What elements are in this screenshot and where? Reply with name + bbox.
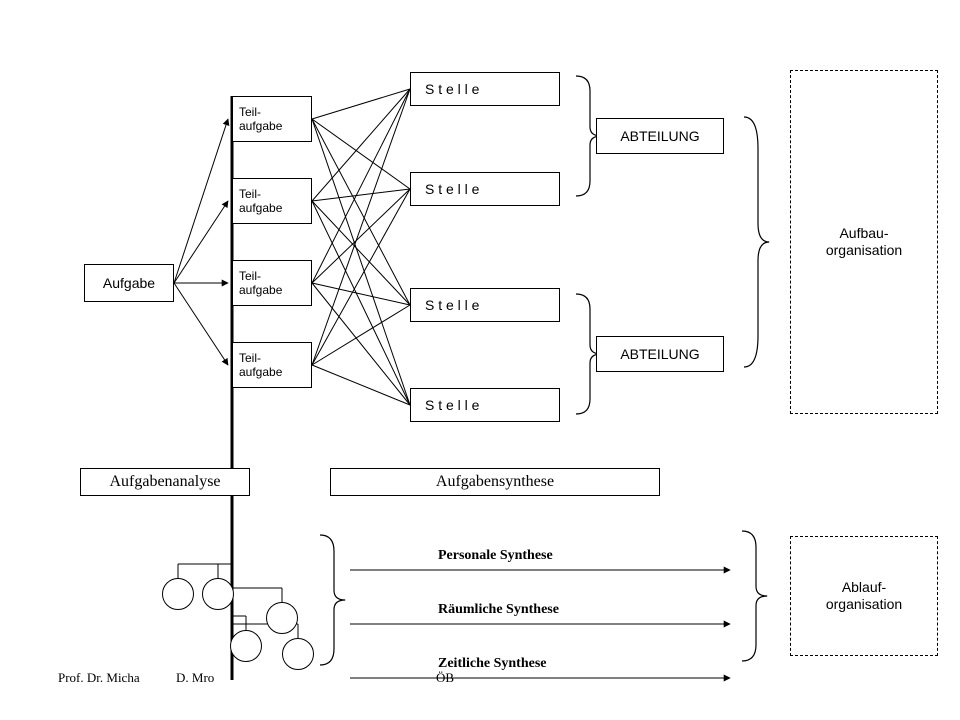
- stelle-box: S t e l l e: [410, 72, 560, 106]
- footer-left2: D. Mro: [176, 670, 214, 686]
- stelle-box: S t e l l e: [410, 288, 560, 322]
- aufbau-label: Aufbau- organisation: [826, 225, 902, 259]
- ablauf-label: Ablauf- organisation: [826, 579, 902, 613]
- circle-node: [202, 578, 234, 610]
- circle-node: [266, 602, 298, 634]
- stelle-box: S t e l l e: [410, 388, 560, 422]
- teilaufgabe-box: Teil- aufgabe: [232, 178, 312, 224]
- abteilung-box: ABTEILUNG: [596, 118, 724, 154]
- teilaufgabe-box: Teil- aufgabe: [232, 96, 312, 142]
- aufgabe-box: Aufgabe: [84, 264, 174, 302]
- teilaufgabe-box: Teil- aufgabe: [232, 260, 312, 306]
- ablauf-box: Ablauf- organisation: [790, 536, 938, 656]
- stelle-box: S t e l l e: [410, 172, 560, 206]
- synthesis-label: Personale Synthese: [438, 548, 553, 564]
- circle-node: [282, 638, 314, 670]
- aufgabenanalyse-text: Aufgabenanalyse: [109, 473, 220, 490]
- footer-left: Prof. Dr. Micha: [58, 670, 140, 686]
- footer-left2-text: D. Mro: [176, 670, 214, 685]
- circle-node: [162, 578, 194, 610]
- aufgabenanalyse-label: Aufgabenanalyse: [80, 468, 250, 496]
- synthesis-label: Zeitliche Synthese: [438, 656, 547, 672]
- synthesis-label: Räumliche Synthese: [438, 602, 559, 618]
- aufgabensynthese-label: Aufgabensynthese: [330, 468, 660, 496]
- footer-mid-text: ÖB: [436, 670, 454, 685]
- teilaufgabe-box: Teil- aufgabe: [232, 342, 312, 388]
- circle-node: [230, 630, 262, 662]
- abteilung-box: ABTEILUNG: [596, 336, 724, 372]
- aufgabe-label: Aufgabe: [103, 275, 155, 292]
- aufgabensynthese-text: Aufgabensynthese: [436, 473, 554, 490]
- footer-mid: ÖB: [436, 670, 454, 686]
- aufbau-box: Aufbau- organisation: [790, 70, 938, 414]
- footer-left-text: Prof. Dr. Micha: [58, 670, 140, 685]
